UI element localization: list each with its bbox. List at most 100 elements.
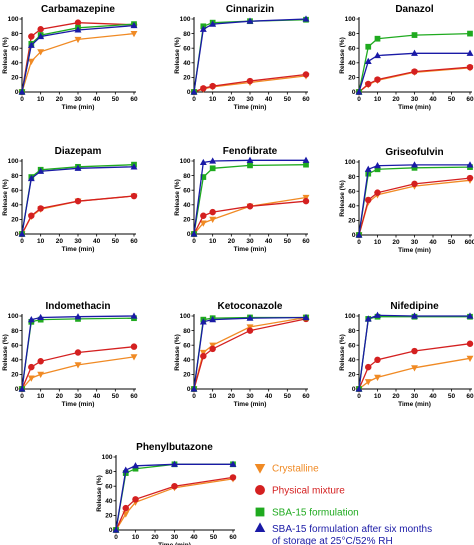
x-tick-label: 30 (246, 96, 254, 103)
panel-cinnarizin: Cinnarizin 0 20 40 60 80 100 0 10 20 30 40 50 60 Time … (174, 4, 310, 111)
data-point (302, 313, 310, 321)
data-point (37, 358, 44, 365)
x-tick-label: 50 (112, 393, 120, 400)
x-tick-label: 20 (151, 534, 159, 541)
y-tick-label: 100 (180, 16, 191, 23)
y-axis-label: Release (%) (2, 179, 9, 216)
data-point (364, 379, 372, 386)
y-axis-label: Release (%) (339, 334, 346, 371)
x-tick-label: 0 (20, 393, 24, 400)
data-point (365, 43, 372, 50)
data-point (199, 318, 207, 325)
data-point (355, 385, 363, 392)
x-tick-label: 30 (411, 239, 419, 246)
series-line (358, 357, 471, 390)
data-point (246, 203, 254, 210)
y-axis-label: Release (%) (174, 334, 181, 371)
y-tick-label: 80 (183, 328, 191, 335)
data-point (130, 163, 138, 170)
x-tick-label: 30 (171, 534, 179, 541)
x-tick-label: 50 (112, 96, 120, 103)
x-tick-label: 10 (37, 238, 45, 245)
data-point (374, 356, 381, 364)
data-point (18, 385, 26, 392)
data-point (199, 25, 207, 32)
data-point (28, 363, 35, 371)
x-axis-label: Time (min) (234, 246, 267, 253)
x-tick-label: 50 (210, 534, 218, 541)
data-point (130, 343, 138, 350)
data-point (209, 20, 217, 27)
data-point (37, 49, 45, 56)
data-point (200, 174, 207, 180)
y-tick-label: 0 (187, 386, 191, 393)
x-tick-label: 40 (429, 393, 437, 400)
x-tick-label: 30 (411, 96, 419, 103)
y-tick-label: 0 (109, 527, 113, 534)
x-tick-label: 60 (130, 238, 138, 245)
panel-title: Ketoconazole (217, 301, 282, 312)
data-point (466, 63, 474, 71)
y-tick-label: 60 (183, 342, 191, 349)
legend-marker-sba_stored (254, 522, 266, 532)
y-tick-label: 100 (8, 313, 19, 320)
data-point (190, 230, 198, 237)
data-point (365, 363, 372, 371)
series-sba_stored (18, 312, 138, 392)
y-tick-label: 100 (102, 454, 113, 461)
data-point (130, 21, 138, 29)
series-line (193, 164, 307, 235)
data-point (132, 496, 139, 503)
data-point (466, 174, 474, 182)
y-tick-label: 20 (183, 75, 191, 82)
series-line (358, 166, 471, 236)
legend-item-crystalline: Crystalline (254, 464, 319, 475)
data-point (229, 474, 237, 481)
y-tick-label: 0 (15, 386, 19, 393)
y-tick-label: 100 (180, 158, 191, 165)
data-point (364, 315, 372, 322)
panel-title: Phenylbutazone (136, 442, 213, 453)
data-point (200, 352, 207, 360)
y-tick-label: 20 (183, 372, 191, 379)
data-point (27, 58, 35, 65)
x-tick-label: 40 (93, 96, 101, 103)
panel-title: Griseofulvin (385, 147, 443, 158)
x-tick-label: 0 (357, 239, 361, 246)
panel-nifedipine: Nifedipine 0 20 40 60 80 100 0 10 20 30 40 50 60 Time … (339, 301, 474, 408)
x-axis-label: Time (min) (234, 401, 267, 408)
data-point (190, 385, 198, 392)
panel-title: Cinnarizin (226, 4, 274, 15)
x-tick-label: 600 (465, 239, 474, 246)
x-tick-label: 60 (466, 393, 474, 400)
data-point (411, 68, 418, 75)
y-tick-label: 20 (348, 218, 356, 225)
data-point (209, 345, 216, 353)
x-tick-label: 40 (93, 393, 101, 400)
x-tick-label: 40 (429, 239, 437, 246)
legend-item-physical: Physical mixture (255, 485, 345, 497)
data-point (466, 312, 474, 319)
y-tick-label: 0 (352, 232, 356, 239)
data-point (411, 49, 418, 56)
legend-label: SBA-15 formulation (272, 508, 359, 519)
series-crystalline (190, 314, 310, 393)
data-point (247, 162, 253, 169)
data-point (374, 35, 381, 42)
series-sba (356, 30, 473, 95)
series-sba_stored (355, 161, 474, 238)
legend-marker-sba (255, 507, 265, 517)
data-point (302, 15, 310, 22)
series-line (193, 159, 306, 235)
data-point (365, 80, 372, 88)
data-point (411, 180, 418, 188)
data-point (37, 25, 44, 33)
y-axis-label: Release (%) (2, 334, 9, 371)
y-tick-label: 80 (348, 31, 356, 38)
y-tick-label: 60 (11, 45, 19, 52)
panel-griseofulvin: Griseofulvin 0 20 40 60 80 100 0 10 20 30 40 50 600 Ti… (339, 147, 474, 254)
x-tick-label: 60 (130, 96, 138, 103)
x-tick-label: 10 (37, 393, 45, 400)
